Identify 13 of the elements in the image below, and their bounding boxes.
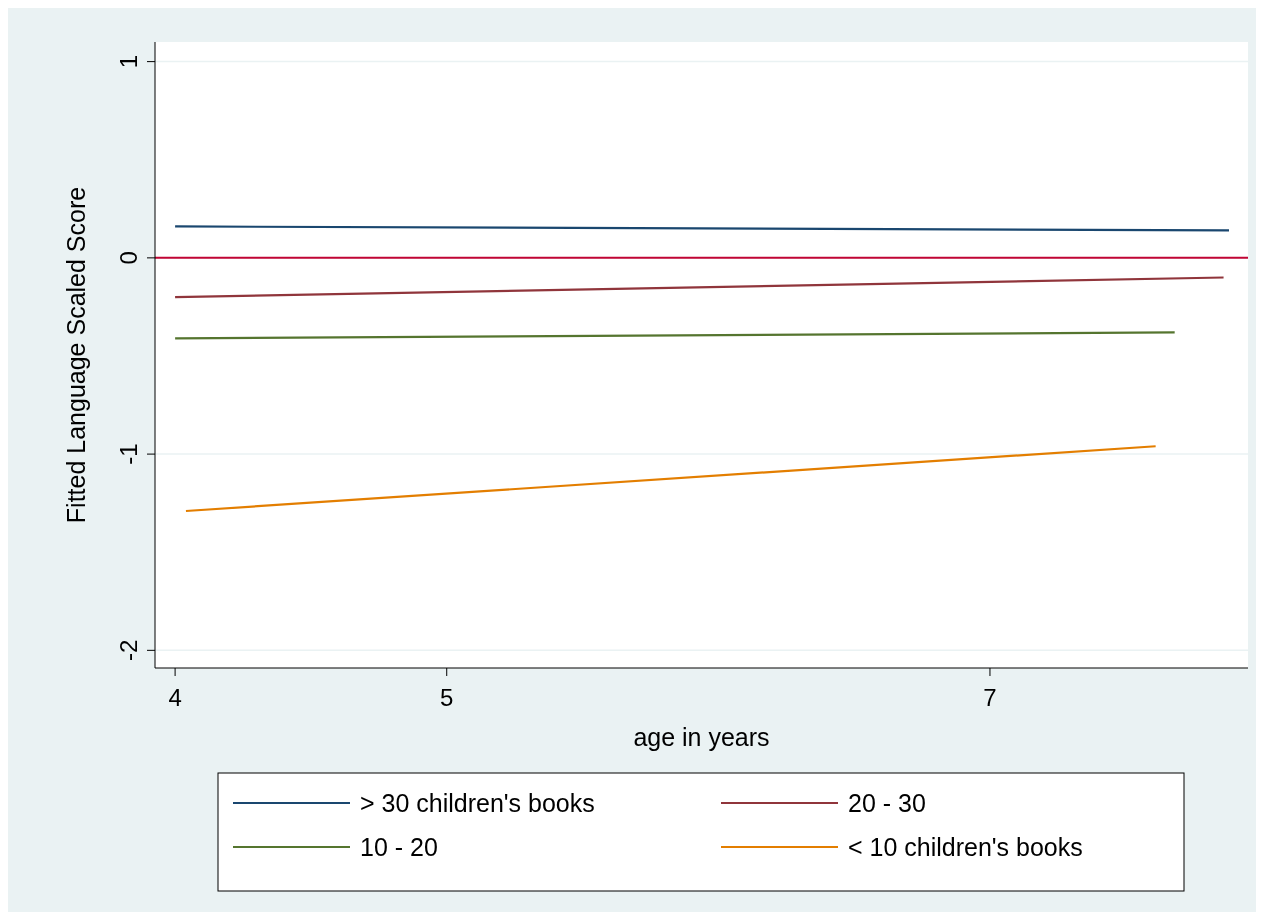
x-tick-label: 5: [440, 684, 454, 711]
legend-label: 20 - 30: [848, 789, 926, 817]
y-axis-title: Fitted Language Scaled Score: [62, 186, 90, 524]
y-tick-label: 0: [115, 251, 142, 265]
y-tick-label: 1: [115, 54, 142, 69]
legend-label: < 10 children's books: [848, 833, 1083, 861]
y-tick-label: -1: [115, 443, 142, 465]
legend-label: 10 - 20: [360, 833, 438, 861]
legend-label: > 30 children's books: [360, 789, 595, 817]
y-tick-label: -2: [115, 639, 142, 662]
x-axis-title: age in years: [633, 723, 770, 751]
x-tick-label: 4: [168, 684, 182, 711]
x-tick-label: 7: [983, 684, 997, 711]
